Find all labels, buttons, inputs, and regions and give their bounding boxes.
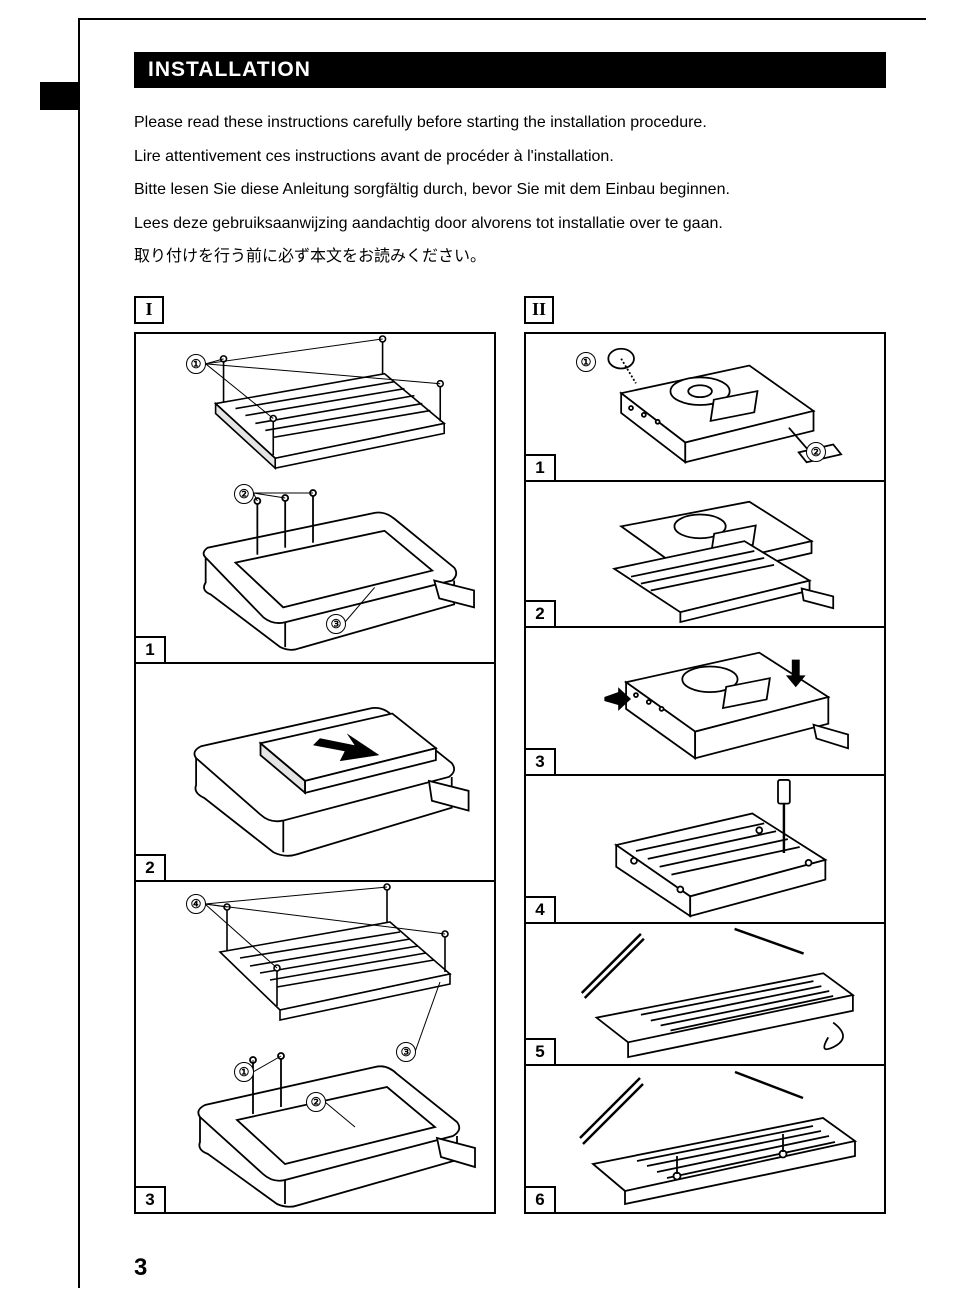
callout: ① xyxy=(234,1062,254,1082)
step-number: 2 xyxy=(526,600,556,626)
column-1-label: I xyxy=(134,296,164,324)
column-2: II xyxy=(524,296,886,1214)
callout: ③ xyxy=(326,614,346,634)
instruction-nl: Lees deze gebruiksaanwijzing aandachtig … xyxy=(134,211,886,237)
column-1: I xyxy=(134,296,496,1214)
column-2-label: II xyxy=(524,296,554,324)
diagram-II-5 xyxy=(526,924,884,1064)
panel-II-6: 6 xyxy=(526,1066,884,1212)
diagram-II-4 xyxy=(526,776,884,922)
side-tab xyxy=(40,82,80,110)
diagram-I-1 xyxy=(136,334,494,662)
callout: ③ xyxy=(396,1042,416,1062)
instruction-jp: 取り付けを行う前に必ず本文をお読みください。 xyxy=(134,244,886,270)
instruction-fr: Lire attentivement ces instructions avan… xyxy=(134,144,886,170)
callout: ① xyxy=(576,352,596,372)
instruction-block: Please read these instructions carefully… xyxy=(134,110,886,270)
content-area: INSTALLATION Please read these instructi… xyxy=(80,20,926,1214)
step-number: 5 xyxy=(526,1038,556,1064)
panel-II-3: 3 xyxy=(526,628,884,776)
instruction-de: Bitte lesen Sie diese Anleitung sorgfält… xyxy=(134,177,886,203)
diagram-II-2 xyxy=(526,482,884,626)
callout: ② xyxy=(234,484,254,504)
column-1-panels: ① ② ③ 1 xyxy=(134,332,496,1214)
step-number: 2 xyxy=(136,854,166,880)
diagram-columns: I xyxy=(134,296,886,1214)
diagram-I-2 xyxy=(136,664,494,880)
panel-I-3: ④ ① ② ③ 3 xyxy=(136,882,494,1212)
step-number: 1 xyxy=(526,454,556,480)
panel-I-2: 2 xyxy=(136,664,494,882)
diagram-II-3 xyxy=(526,628,884,774)
step-number: 4 xyxy=(526,896,556,922)
step-number: 3 xyxy=(526,748,556,774)
panel-II-1: ① ② 1 xyxy=(526,334,884,482)
diagram-II-6 xyxy=(526,1066,884,1212)
step-number: 6 xyxy=(526,1186,556,1212)
callout: ② xyxy=(306,1092,326,1112)
step-number: 3 xyxy=(136,1186,166,1212)
page-frame: INSTALLATION Please read these instructi… xyxy=(78,18,926,1288)
panel-I-1: ① ② ③ 1 xyxy=(136,334,494,664)
callout: ④ xyxy=(186,894,206,914)
column-2-panels: ① ② 1 xyxy=(524,332,886,1214)
callout: ① xyxy=(186,354,206,374)
page-number: 3 xyxy=(134,1254,147,1282)
panel-II-5: 5 xyxy=(526,924,884,1066)
callout: ② xyxy=(806,442,826,462)
panel-II-2: 2 xyxy=(526,482,884,628)
section-title: INSTALLATION xyxy=(134,52,886,88)
diagram-I-3 xyxy=(136,882,494,1212)
step-number: 1 xyxy=(136,636,166,662)
panel-II-4: 4 xyxy=(526,776,884,924)
instruction-en: Please read these instructions carefully… xyxy=(134,110,886,136)
